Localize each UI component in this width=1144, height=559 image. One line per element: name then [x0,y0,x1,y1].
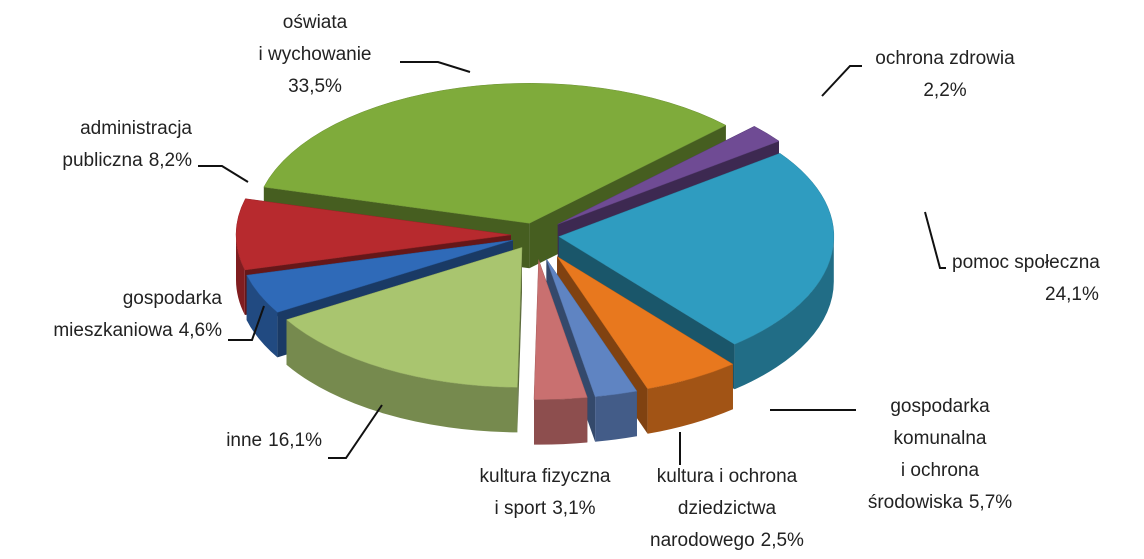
label-line: i ochrona [901,460,980,481]
label-line: mieszkaniowa [53,320,173,341]
leader-line [400,61,471,73]
label-line: środowiska [868,492,963,513]
slice-side [246,275,278,358]
slice-side [236,234,245,315]
label-line: gospodarka [890,396,990,417]
label-line: i wychowanie [259,44,372,65]
data-label: inne 16,1% [226,430,322,451]
value-label: 3,1% [552,498,595,519]
slice [285,247,523,388]
label-line: ochrona zdrowia [875,48,1015,69]
leader-line [198,165,249,183]
data-label: administracja publiczna 8,2% [62,118,192,171]
slice-side [647,364,733,434]
category-label: administracja publiczna [62,118,192,171]
label-line: administracja [80,118,192,139]
value-label: 8,2% [149,150,192,171]
data-label: kultura i ochrona dziedzictwa narodowego 2,… [650,466,804,551]
slice-side [534,397,588,445]
category-label: inne [226,430,262,451]
category-label: ochrona zdrowia [875,48,1015,69]
slice [263,83,727,224]
slice-side [517,247,522,433]
leader-line [328,404,383,459]
category-label: kultura i ochrona dziedzictwa narodowego [650,466,798,551]
label-line: narodowego [650,530,755,551]
leader-line [924,211,946,269]
data-label: oświata i wychowanie 33,5% [259,12,372,97]
category-label: oświata i wychowanie [259,12,372,65]
label-line: gospodarka [123,288,223,309]
value-label: 2,5% [761,530,804,551]
slice [558,153,835,345]
slice [235,198,512,271]
value-label: 24,1% [1045,284,1099,305]
slice-side [734,236,834,390]
data-label: ochrona zdrowia 2,2% [875,48,1015,101]
slice [533,259,588,400]
category-label: gospodarka komunalna i ochrona środowiska [868,396,990,513]
slice-side [595,391,637,442]
label-line: komunalna [894,428,987,449]
value-label: 5,7% [969,492,1012,513]
value-label: 16,1% [268,430,322,451]
value-label: 33,5% [288,76,342,97]
data-label: gospodarka komunalna i ochrona środowiska 5,… [868,396,1012,513]
value-label: 4,6% [179,320,222,341]
label-line: publiczna [62,150,143,171]
label-line: inne [226,430,262,451]
leader-line [228,305,265,341]
category-label: kultura fizyczna i sport [480,466,611,519]
data-label: pomoc społeczna 24,1% [952,252,1100,305]
leader-line [821,65,862,97]
label-line: kultura fizyczna [480,466,611,487]
category-label: gospodarka mieszkaniowa [53,288,222,341]
label-line: kultura i ochrona [657,466,798,487]
slice [246,239,513,313]
slice-side [286,319,518,433]
slice [556,256,734,390]
label-line: oświata [283,12,348,33]
slice [557,126,780,225]
label-line: pomoc społeczna [952,252,1100,273]
label-line: i sport [494,498,546,519]
data-label: kultura fizyczna i sport 3,1% [480,466,611,519]
label-line: dziedzictwa [678,498,777,519]
category-label: pomoc społeczna [952,252,1100,273]
slice [546,258,638,397]
value-label: 2,2% [923,80,966,101]
data-label: gospodarka mieszkaniowa 4,6% [53,288,222,341]
